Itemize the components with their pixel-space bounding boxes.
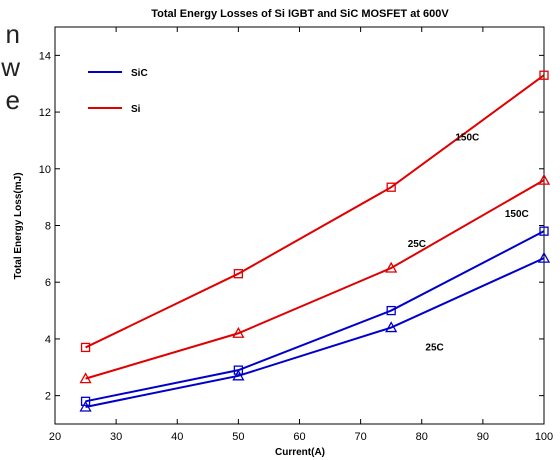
series-0 xyxy=(80,70,549,353)
x-tick-label: 100 xyxy=(535,431,553,443)
legend-label-si: Si xyxy=(131,104,141,115)
y-tick-label: 10 xyxy=(39,164,51,176)
triangle-marker xyxy=(232,369,245,381)
cropped-side-text: n w e xyxy=(0,18,22,158)
y-tick-label: 12 xyxy=(39,107,51,119)
plot-area xyxy=(54,26,545,425)
y-tick-label: 14 xyxy=(39,50,51,62)
y-tick-label: 6 xyxy=(45,277,51,289)
triangle-marker xyxy=(385,321,398,333)
square-marker xyxy=(386,305,396,316)
x-tick-label: 50 xyxy=(232,431,244,443)
square-marker xyxy=(80,396,91,406)
x-tick-label: 60 xyxy=(293,431,305,443)
triangle-marker xyxy=(232,326,245,338)
series-1 xyxy=(79,173,551,384)
series-line xyxy=(85,257,545,408)
x-tick-label: 80 xyxy=(416,431,428,443)
series-2 xyxy=(80,226,549,406)
square-marker xyxy=(386,182,396,192)
series-3 xyxy=(79,251,551,412)
triangle-marker xyxy=(385,261,398,273)
y-tick-label: 2 xyxy=(45,391,51,403)
series-line xyxy=(85,179,545,380)
x-tick-label: 90 xyxy=(477,431,489,443)
annotation-label: 150C xyxy=(455,132,479,143)
square-marker xyxy=(233,269,244,279)
annotation-label: 150C xyxy=(505,209,529,220)
legend: SiC Si xyxy=(88,68,148,115)
annotation-label: 25C xyxy=(425,342,443,353)
square-marker xyxy=(233,365,244,375)
series-line xyxy=(85,74,545,349)
triangle-marker xyxy=(79,372,92,384)
x-tick-label: 70 xyxy=(355,431,367,443)
y-axis-label: Total Energy Loss(mJ) xyxy=(13,172,24,279)
x-tick-label: 20 xyxy=(49,431,61,443)
y-tick-label: 8 xyxy=(45,221,51,233)
series-line xyxy=(85,230,545,403)
chart-title: Total Energy Losses of Si IGBT and SiC M… xyxy=(151,8,449,20)
y-tick-label: 4 xyxy=(45,334,51,346)
side-text-line: w xyxy=(1,52,20,82)
square-marker xyxy=(80,342,91,353)
square-marker xyxy=(539,70,549,80)
triangle-marker xyxy=(537,173,551,185)
triangle-marker xyxy=(537,251,551,263)
legend-label-sic: SiC xyxy=(131,68,148,79)
axis-ticks: 20 30 40 50 60 70 80 90 100 2 4 6 8 10 12 14 xyxy=(39,27,553,443)
square-marker xyxy=(539,226,549,236)
x-tick-label: 30 xyxy=(110,431,122,443)
side-text-line: e xyxy=(5,85,20,115)
x-axis-label: Current(A) xyxy=(275,447,325,458)
annotation-label: 25C xyxy=(408,239,426,250)
annotations: 150C 25C 150C 25C xyxy=(408,132,529,353)
x-tick-label: 40 xyxy=(171,431,183,443)
triangle-marker xyxy=(79,400,92,412)
side-text-line: n xyxy=(5,19,20,49)
series-layer xyxy=(79,70,551,412)
